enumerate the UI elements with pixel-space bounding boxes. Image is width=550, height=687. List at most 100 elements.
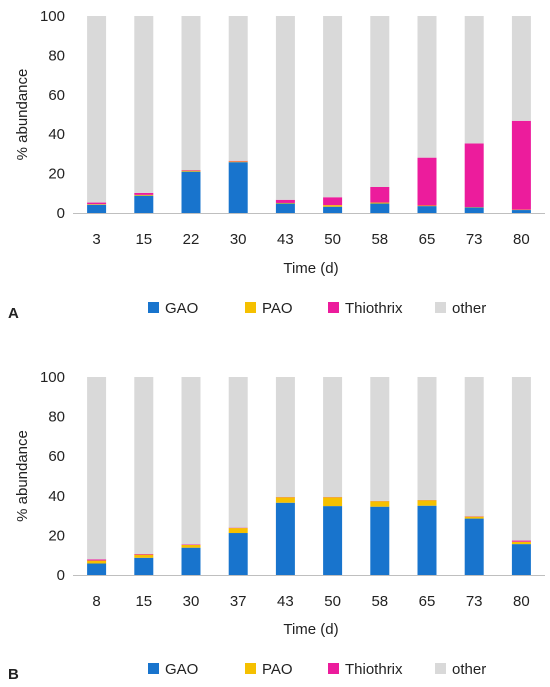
bar-segment-thiothrix <box>511 540 531 542</box>
bar-segment-pao <box>323 205 343 207</box>
bar-segment-gao <box>511 210 531 213</box>
y-tick-label: 20 <box>48 166 65 183</box>
y-axis-label: % abundance <box>14 430 31 522</box>
bar-segment-thiothrix <box>181 170 201 171</box>
bar-segment-pao <box>87 560 107 564</box>
x-tick-label: 30 <box>230 231 247 248</box>
x-tick-label: 15 <box>135 231 152 248</box>
x-tick-label: 65 <box>419 231 436 248</box>
legend-swatch-thiothrix <box>328 663 339 674</box>
bar-segment-other <box>370 16 390 187</box>
y-tick-label: 80 <box>48 409 65 426</box>
bar-segment-other <box>417 16 437 158</box>
bar-segment-other <box>275 16 295 200</box>
legend-swatch-pao <box>245 663 256 674</box>
x-tick-label: 43 <box>277 593 294 610</box>
bar-segment-gao <box>134 195 154 213</box>
panel-letter: B <box>8 666 19 683</box>
panel-letter: A <box>8 305 19 322</box>
bar-segment-pao <box>228 528 248 534</box>
bar-segment-thiothrix <box>87 559 107 561</box>
bar-segment-thiothrix <box>134 192 154 195</box>
x-tick-label: 80 <box>513 593 530 610</box>
x-tick-label: 22 <box>183 231 200 248</box>
y-axis-label: % abundance <box>14 69 31 161</box>
legend-swatch-pao <box>245 302 256 313</box>
bar-segment-gao <box>228 533 248 575</box>
bar-segment-other <box>511 16 531 121</box>
bar-segment-thiothrix <box>323 197 343 206</box>
legend-label: Thiothrix <box>345 300 403 317</box>
chart-panel-a: 0 20 40 60 80 100 % abundance 3 15 22 30 43 50 58 65 73… <box>8 8 545 322</box>
bar-segment-gao <box>275 203 295 213</box>
bar-segment-other <box>275 377 295 497</box>
legend-label: GAO <box>165 300 198 317</box>
bar-segment-pao <box>275 202 295 204</box>
bar-segment-other <box>323 16 343 198</box>
bar-segment-gao <box>370 506 390 575</box>
bar-segment-thiothrix <box>275 199 295 203</box>
bar-segment-gao <box>228 162 248 213</box>
x-tick-label: 8 <box>92 593 100 610</box>
x-tick-label: 73 <box>466 231 483 248</box>
bar-segment-other <box>323 377 343 497</box>
x-tick-label: 50 <box>324 231 341 248</box>
bar-segment-other <box>134 16 154 193</box>
y-tick-label: 60 <box>48 87 65 104</box>
chart-panel-b: 0 20 40 60 80 100 % abundance 8 15 30 37 43 50 58 65 73… <box>8 369 545 683</box>
bar-segment-gao <box>87 563 107 575</box>
bar-segment-thiothrix <box>417 157 437 206</box>
legend-swatch-gao <box>148 302 159 313</box>
x-tick-label: 65 <box>419 593 436 610</box>
bar-segment-other <box>417 377 437 500</box>
x-tick-label: 58 <box>371 231 388 248</box>
bar-segment-gao <box>323 506 343 575</box>
x-tick-label: 3 <box>92 231 100 248</box>
bar-segment-gao <box>275 502 295 575</box>
bar-segment-pao <box>370 202 390 204</box>
bar-segment-other <box>181 377 201 545</box>
bar-segment-pao <box>181 544 201 548</box>
x-axis-label: Time (d) <box>283 260 338 277</box>
bar-segment-other <box>181 16 201 171</box>
bar-segment-thiothrix <box>181 544 201 545</box>
bar-segment-gao <box>464 207 484 213</box>
bar-segment-gao <box>181 547 201 575</box>
legend-swatch-other <box>435 663 446 674</box>
bar-segment-thiothrix <box>370 186 390 203</box>
y-tick-label: 100 <box>40 369 65 386</box>
bar-segment-pao <box>417 500 437 506</box>
legend-label: other <box>452 300 486 317</box>
y-tick-label: 100 <box>40 8 65 25</box>
bar-segment-pao <box>134 554 154 558</box>
bar-segment-pao <box>275 497 295 503</box>
bar-segment-pao <box>87 204 107 205</box>
bar-segment-other <box>87 377 107 560</box>
x-tick-label: 37 <box>230 593 247 610</box>
bar-segment-gao <box>417 505 437 575</box>
x-tick-label: 30 <box>183 593 200 610</box>
y-tick-label: 0 <box>57 205 65 222</box>
bar-segment-other <box>228 377 248 528</box>
legend-label: PAO <box>262 300 293 317</box>
legend-label: other <box>452 661 486 678</box>
bar-segment-thiothrix <box>228 160 248 162</box>
bar-segment-pao <box>134 194 154 196</box>
y-tick-label: 40 <box>48 126 65 143</box>
bar-segment-other <box>464 16 484 144</box>
bar-segment-other <box>464 377 484 517</box>
bar-segment-thiothrix <box>511 120 531 210</box>
bar-segment-other <box>370 377 390 501</box>
bar-segment-pao <box>417 205 437 207</box>
bar-segment-gao <box>370 203 390 213</box>
x-tick-label: 15 <box>135 593 152 610</box>
bar-segment-thiothrix <box>87 202 107 205</box>
legend-swatch-gao <box>148 663 159 674</box>
bar-segment-pao <box>511 541 531 545</box>
bar-segment-thiothrix <box>134 554 154 555</box>
bar-segment-other <box>134 377 154 555</box>
legend-label: GAO <box>165 661 198 678</box>
y-tick-label: 80 <box>48 47 65 64</box>
y-tick-label: 60 <box>48 448 65 465</box>
